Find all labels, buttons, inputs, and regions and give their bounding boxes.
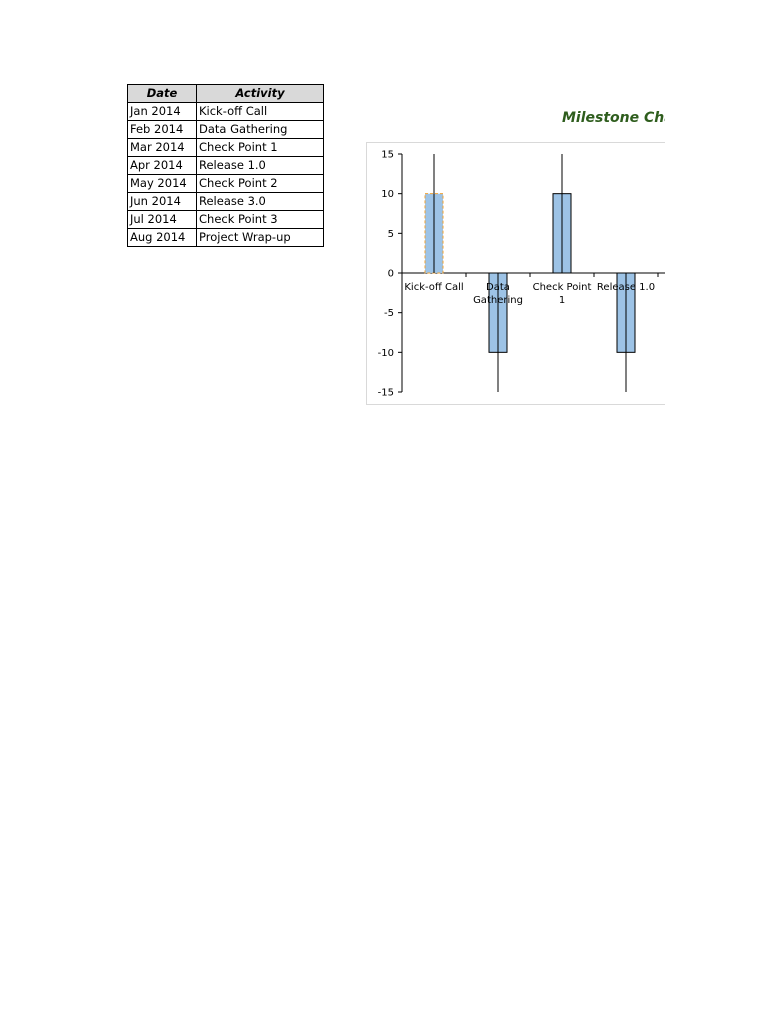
y-tick-label: 10 xyxy=(381,189,394,200)
date-cell[interactable]: May 2014 xyxy=(127,174,197,193)
date-cell[interactable]: Feb 2014 xyxy=(127,120,197,139)
activity-cell[interactable]: Data Gathering xyxy=(196,120,324,139)
table-row: Jan 2014 Kick-off Call xyxy=(127,102,324,121)
y-tick-label: 0 xyxy=(388,269,394,280)
table-row: Aug 2014 Project Wrap-up xyxy=(127,228,324,247)
y-tick-label: 5 xyxy=(388,229,394,240)
x-category-label: Gathering xyxy=(473,295,523,306)
x-category-label: Kick-off Call xyxy=(404,282,463,293)
activity-table: Date Activity Jan 2014 Kick-off Call Feb 2… xyxy=(127,84,324,247)
table-row: Apr 2014 Release 1.0 xyxy=(127,156,324,175)
activity-cell[interactable]: Check Point 2 xyxy=(196,174,324,193)
chart-area[interactable]: 15 10 5 0 -5 -10 -15 Kick-off Call Data Gathering… xyxy=(366,142,665,405)
y-tick-label: 15 xyxy=(381,150,394,161)
date-cell[interactable]: Jul 2014 xyxy=(127,210,197,229)
y-tick-label: -15 xyxy=(378,388,394,399)
activity-cell[interactable]: Check Point 3 xyxy=(196,210,324,229)
milestone-chart: 15 10 5 0 -5 -10 -15 Kick-off Call Data Gathering… xyxy=(378,150,665,399)
activity-cell[interactable]: Kick-off Call xyxy=(196,102,324,121)
date-cell[interactable]: Jan 2014 xyxy=(127,102,197,121)
x-category-label: Release 1.0 xyxy=(597,282,655,293)
y-tick-label: -10 xyxy=(378,348,394,359)
date-cell[interactable]: Mar 2014 xyxy=(127,138,197,157)
table-row: Jun 2014 Release 3.0 xyxy=(127,192,324,211)
date-cell[interactable]: Jun 2014 xyxy=(127,192,197,211)
activity-cell[interactable]: Release 3.0 xyxy=(196,192,324,211)
activity-column-header: Activity xyxy=(196,84,324,103)
table-row: Mar 2014 Check Point 1 xyxy=(127,138,324,157)
activity-cell[interactable]: Project Wrap-up xyxy=(196,228,324,247)
date-cell[interactable]: Apr 2014 xyxy=(127,156,197,175)
activity-cell[interactable]: Check Point 1 xyxy=(196,138,324,157)
date-column-header: Date xyxy=(127,84,197,103)
y-tick-label: -5 xyxy=(384,308,394,319)
x-category-label: 1 xyxy=(559,295,565,306)
table-header-row: Date Activity xyxy=(127,84,324,103)
table-row: May 2014 Check Point 2 xyxy=(127,174,324,193)
date-cell[interactable]: Aug 2014 xyxy=(127,228,197,247)
chart-title: Milestone Cha xyxy=(562,110,665,126)
table-row: Feb 2014 Data Gathering xyxy=(127,120,324,139)
table-row: Jul 2014 Check Point 3 xyxy=(127,210,324,229)
activity-cell[interactable]: Release 1.0 xyxy=(196,156,324,175)
x-category-label: Check Point xyxy=(533,282,592,293)
x-category-label: Data xyxy=(486,282,510,293)
